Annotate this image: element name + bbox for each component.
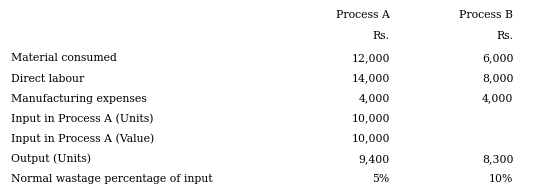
Text: 4,000: 4,000 (482, 94, 513, 104)
Text: 6,000: 6,000 (482, 53, 513, 63)
Text: Process B: Process B (460, 10, 513, 19)
Text: Material consumed: Material consumed (11, 53, 117, 63)
Text: 9,400: 9,400 (358, 154, 390, 164)
Text: 10,000: 10,000 (351, 114, 390, 124)
Text: Manufacturing expenses: Manufacturing expenses (11, 94, 147, 104)
Text: 5%: 5% (373, 174, 390, 184)
Text: 4,000: 4,000 (358, 94, 390, 104)
Text: 12,000: 12,000 (351, 53, 390, 63)
Text: Process A: Process A (336, 10, 390, 19)
Text: 10%: 10% (489, 174, 513, 184)
Text: Rs.: Rs. (496, 31, 513, 40)
Text: Rs.: Rs. (373, 31, 390, 40)
Text: Direct labour: Direct labour (11, 74, 84, 83)
Text: 10,000: 10,000 (351, 134, 390, 144)
Text: Output (Units): Output (Units) (11, 154, 91, 164)
Text: 8,300: 8,300 (482, 154, 513, 164)
Text: Input in Process A (Units): Input in Process A (Units) (11, 114, 154, 124)
Text: 14,000: 14,000 (351, 74, 390, 83)
Text: 8,000: 8,000 (482, 74, 513, 83)
Text: Normal wastage percentage of input: Normal wastage percentage of input (11, 174, 212, 184)
Text: Input in Process A (Value): Input in Process A (Value) (11, 134, 154, 144)
